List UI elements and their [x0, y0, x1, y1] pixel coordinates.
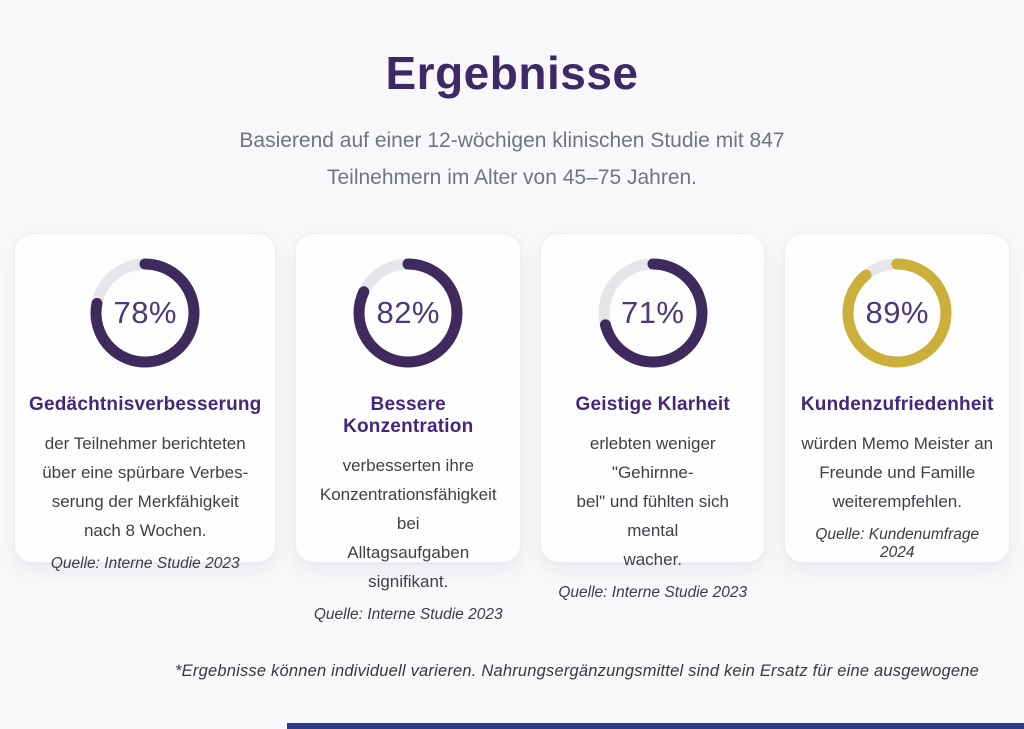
percent-value: 82%: [376, 295, 440, 330]
card-title: Kundenzufriedenheit: [800, 394, 994, 415]
disclaimer-footnote: *Ergebnisse können individuell varieren.…: [175, 662, 979, 680]
progress-ring-satisfaction: 89%: [842, 258, 952, 368]
percent-value: 71%: [620, 295, 685, 330]
progress-ring-memory: 78%: [90, 258, 200, 368]
progress-ring-clarity: 71%: [598, 258, 708, 368]
card-source: Quelle: Interne Studie 2023: [558, 584, 748, 601]
card-source: Quelle: Kundenumfrage 2024: [815, 526, 980, 561]
card-title: Bessere Konzentration: [343, 394, 474, 437]
card-description: erlebten weniger "Gehirnne- bel" und füh…: [576, 434, 729, 569]
stat-card-satisfaction: 89% Kundenzufriedenheit würden Memo Meis…: [784, 233, 1010, 563]
card-source: Quelle: Interne Studie 2023: [313, 606, 503, 623]
card-title: Gedächtnisverbesserung: [29, 394, 262, 415]
percent-value: 89%: [865, 295, 929, 330]
donut-chart: [598, 258, 708, 368]
donut-chart: [353, 258, 463, 368]
page-title: Ergebnisse: [385, 47, 639, 99]
card-description: der Teilnehmer berichteten über eine spü…: [42, 434, 249, 540]
donut-chart: [842, 258, 952, 368]
bottom-progress-bar[interactable]: [287, 723, 1024, 729]
progress-ring-concentration: 82%: [353, 258, 463, 368]
stat-card-concentration: 82% Bessere Konzentration verbesserten i…: [295, 233, 521, 623]
card-title: Geistige Klarheit: [575, 394, 730, 415]
percent-value: 78%: [113, 295, 177, 330]
page-subtitle: Basierend auf einer 12-wöchigen klinisch…: [239, 129, 785, 189]
results-cards-row: 78% Gedächtnisverbesserung der Teilnehme…: [0, 233, 1024, 623]
card-source: Quelle: Interne Studie 2023: [50, 555, 240, 572]
stat-card-memory: 78% Gedächtnisverbesserung der Teilnehme…: [14, 233, 277, 572]
card-description: würden Memo Meister an Freunde und Famil…: [801, 434, 994, 511]
card-description: verbesserten ihre Konzentrationsfähigkei…: [319, 456, 497, 591]
stat-card-clarity: 71% Geistige Klarheit erlebten weniger "…: [539, 233, 766, 601]
donut-chart: [90, 258, 200, 368]
